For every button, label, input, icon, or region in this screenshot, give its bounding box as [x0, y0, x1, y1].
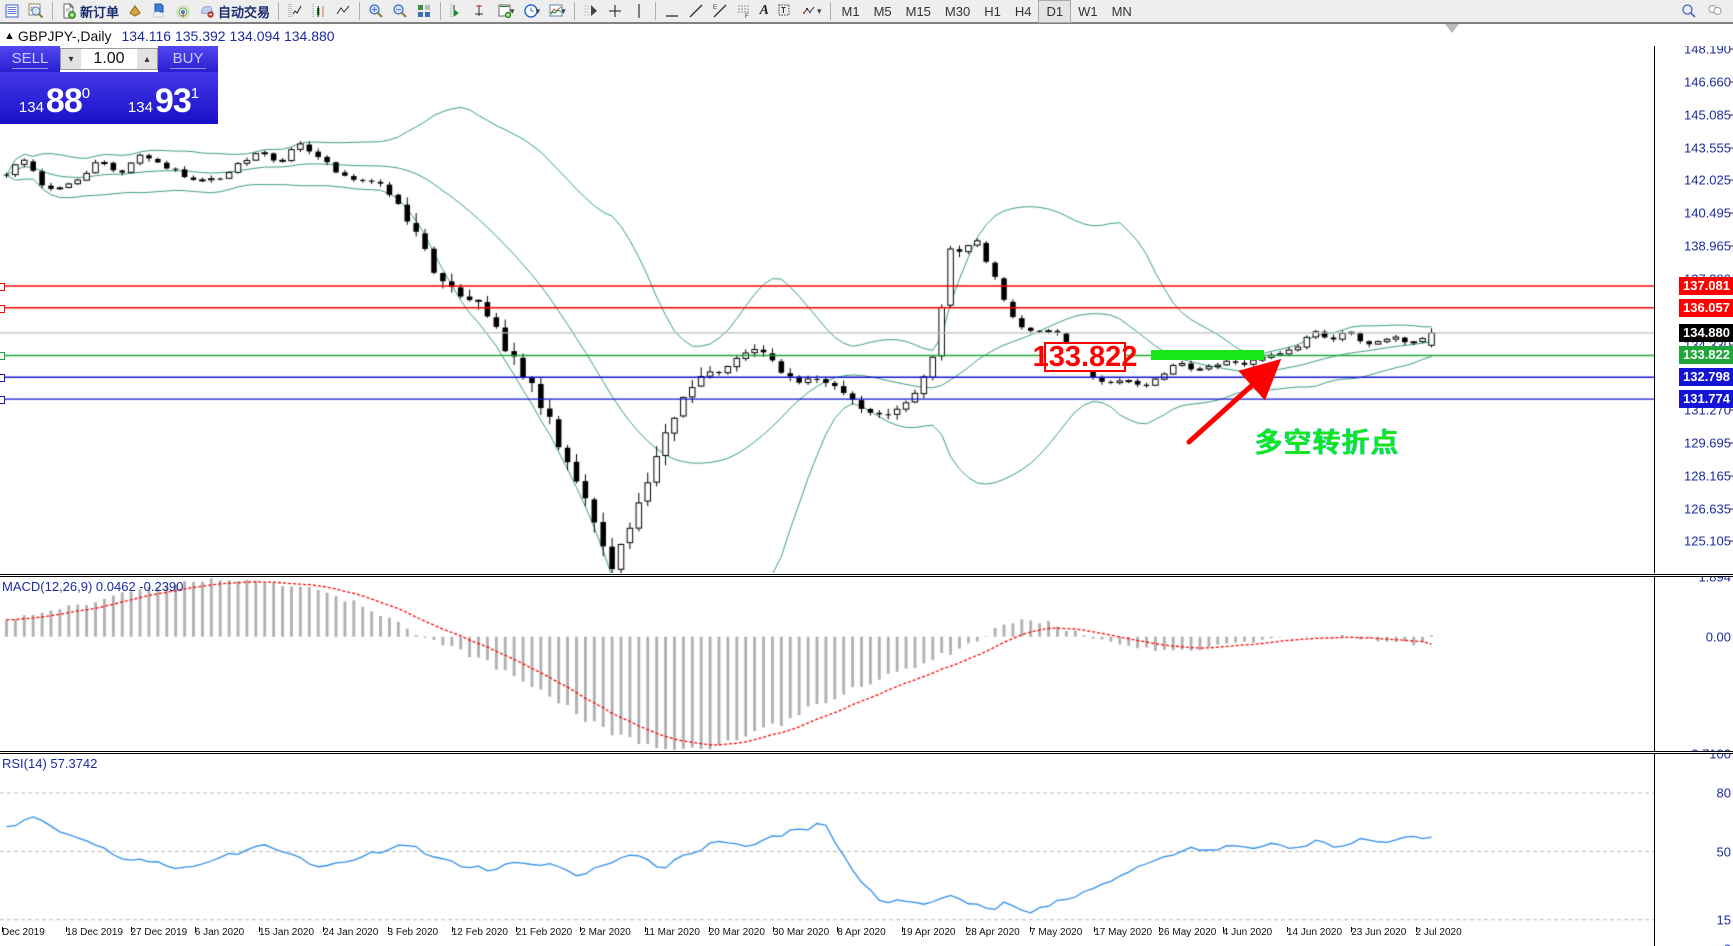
svg-text:E: E [713, 5, 717, 11]
svg-text:T: T [781, 6, 786, 15]
svg-text:F: F [745, 14, 749, 19]
